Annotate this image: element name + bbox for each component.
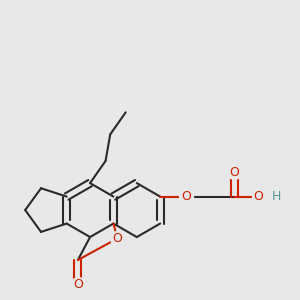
Text: O: O: [254, 190, 264, 203]
Text: O: O: [112, 232, 122, 245]
Text: O: O: [230, 166, 239, 179]
Text: O: O: [181, 190, 191, 203]
Text: O: O: [73, 278, 83, 291]
Text: H: H: [272, 190, 281, 203]
